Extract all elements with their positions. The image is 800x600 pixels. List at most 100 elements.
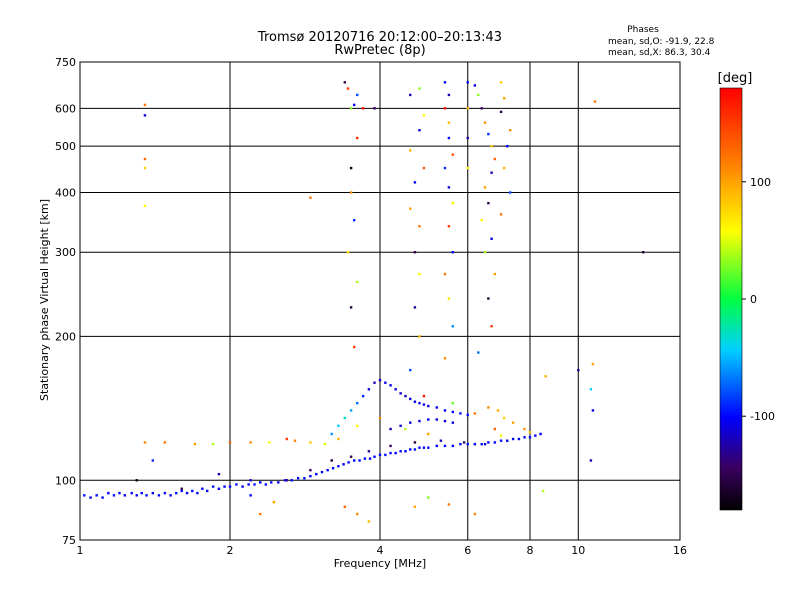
- y-tick-label: 500: [55, 140, 76, 153]
- data-point: [447, 121, 451, 124]
- data-point: [473, 442, 477, 446]
- data-point: [169, 494, 172, 497]
- data-point: [439, 439, 443, 442]
- data-point: [493, 272, 497, 276]
- data-point: [447, 297, 451, 300]
- data-point: [135, 479, 138, 482]
- data-point: [487, 297, 490, 300]
- data-point: [349, 306, 353, 309]
- data-point: [355, 280, 359, 284]
- data-point: [394, 451, 397, 455]
- data-point: [502, 416, 506, 420]
- data-point: [349, 455, 353, 458]
- data-point: [427, 496, 430, 499]
- data-point: [477, 93, 480, 97]
- y-tick-label: 75: [62, 534, 76, 547]
- data-point: [443, 444, 447, 448]
- data-point: [413, 441, 417, 444]
- data-point: [180, 489, 183, 493]
- data-point: [175, 491, 178, 495]
- data-point: [399, 450, 402, 453]
- data-point: [349, 166, 353, 170]
- x-tick-label: 10: [571, 544, 585, 557]
- y-tick-label: 600: [55, 102, 76, 115]
- data-point: [343, 416, 347, 420]
- data-point: [163, 441, 167, 444]
- chart-title-line1: Tromsø 20120716 20:12:00–20:13:43: [257, 30, 502, 45]
- data-point: [477, 351, 480, 354]
- data-point: [367, 388, 371, 391]
- data-point: [309, 441, 312, 444]
- data-point: [373, 381, 376, 384]
- y-tick-label: 200: [55, 330, 76, 343]
- data-point: [487, 441, 490, 444]
- data-point: [347, 461, 350, 464]
- data-point: [135, 494, 138, 497]
- y-tick-label: 750: [55, 56, 76, 69]
- data-point: [427, 418, 430, 421]
- data-point: [451, 421, 455, 424]
- data-point: [499, 81, 503, 84]
- data-point: [283, 479, 287, 482]
- data-point: [493, 427, 497, 431]
- data-point: [235, 483, 238, 486]
- data-point: [413, 306, 417, 309]
- phases-o-stats: mean, sd,O: -91.9, 22.8: [608, 37, 715, 47]
- x-tick-label: 1: [77, 544, 84, 557]
- data-point: [466, 442, 469, 446]
- data-point: [480, 107, 483, 110]
- data-point: [343, 505, 347, 509]
- data-point: [502, 96, 506, 100]
- data-point: [355, 136, 359, 140]
- plot-frame: [79, 61, 681, 541]
- phases-x-stats: mean, sd,X: 86.3, 30.4: [608, 48, 711, 58]
- data-point: [378, 453, 382, 457]
- data-point: [303, 477, 306, 480]
- data-point: [130, 491, 133, 495]
- x-tick-label: 2: [227, 544, 234, 557]
- data-point: [378, 416, 382, 420]
- data-point: [272, 500, 276, 504]
- data-point: [413, 400, 417, 403]
- data-point: [249, 494, 252, 497]
- data-points: [83, 81, 645, 523]
- x-tick-label: 16: [673, 544, 687, 557]
- x-axis-label: Frequency [MHz]: [334, 557, 426, 570]
- data-point: [493, 157, 497, 161]
- data-point: [483, 121, 487, 124]
- x-tick-label: 6: [464, 544, 471, 557]
- data-point: [435, 418, 438, 421]
- data-point: [196, 491, 199, 495]
- colorbar-ticks: 100 0 -100: [742, 176, 775, 423]
- data-point: [309, 474, 312, 478]
- data-point: [309, 196, 312, 199]
- data-point: [490, 237, 493, 241]
- data-point: [163, 491, 167, 495]
- data-point: [337, 424, 340, 428]
- x-tick-label: 8: [527, 544, 534, 557]
- data-point: [418, 419, 421, 423]
- y-tick-label: 100: [55, 474, 76, 487]
- data-point: [394, 388, 397, 391]
- grid-lines: [80, 62, 680, 540]
- data-point: [361, 394, 365, 398]
- data-point: [487, 132, 490, 136]
- data-point: [217, 487, 221, 490]
- data-point: [211, 442, 215, 446]
- data-point: [427, 404, 430, 408]
- data-point: [593, 100, 597, 103]
- data-point: [201, 487, 204, 490]
- data-point: [118, 491, 121, 495]
- data-point: [228, 441, 232, 444]
- data-point: [95, 494, 98, 497]
- data-point: [143, 166, 147, 170]
- phases-heading: Phases: [627, 25, 659, 35]
- data-point: [508, 128, 512, 132]
- data-point: [577, 368, 580, 372]
- data-point: [409, 397, 412, 401]
- x-tick-label: 4: [377, 544, 384, 557]
- data-point: [285, 479, 288, 482]
- data-point: [193, 442, 197, 446]
- data-point: [523, 427, 526, 431]
- data-point: [505, 144, 509, 148]
